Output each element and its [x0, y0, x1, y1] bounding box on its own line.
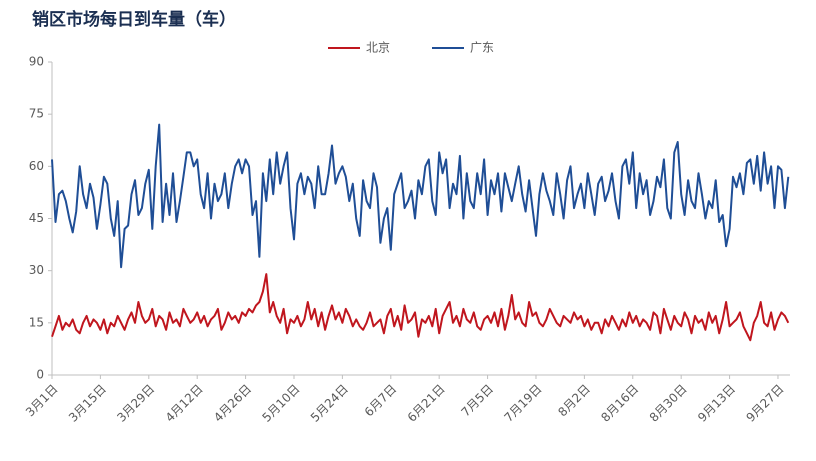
y-tick-label: 0	[36, 368, 44, 382]
y-tick-label: 90	[29, 55, 44, 69]
series-line	[51, 123, 790, 269]
y-tick-label: 60	[29, 159, 44, 173]
chart-title: 销区市场每日到车量（车）	[32, 9, 236, 30]
legend-label: 广东	[470, 41, 494, 55]
y-tick-label: 75	[29, 107, 44, 121]
y-tick-label: 45	[29, 211, 44, 225]
y-tick-label: 30	[29, 263, 44, 277]
series-line	[51, 273, 790, 342]
legend-label: 北京	[366, 41, 390, 55]
y-tick-label: 15	[29, 315, 44, 329]
